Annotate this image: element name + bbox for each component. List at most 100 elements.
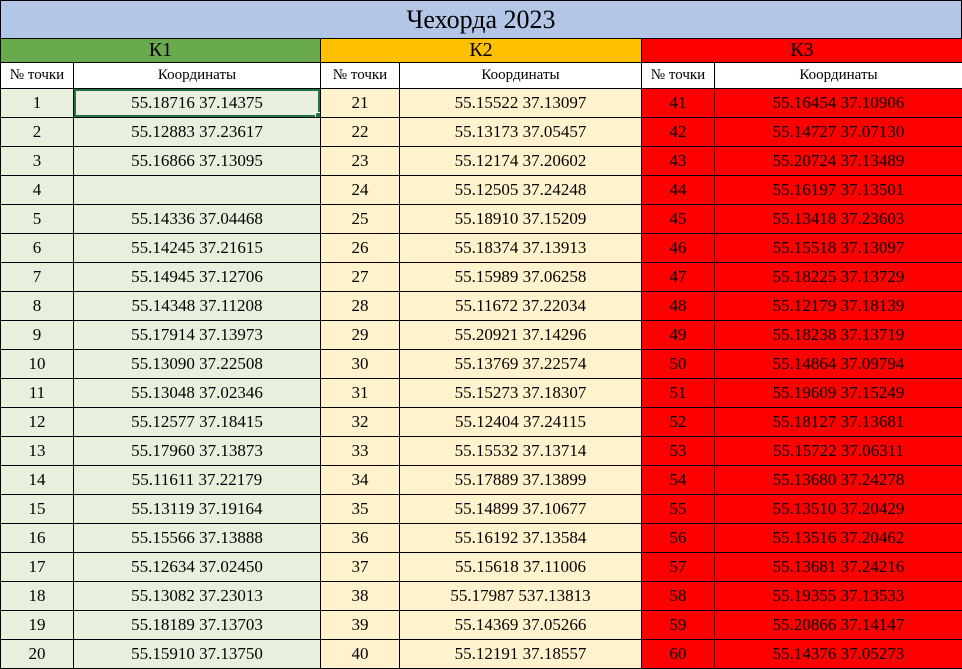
point-number-cell[interactable]: 10 [0,349,74,379]
coordinates-cell[interactable]: 55.13680 37.24278 [714,465,962,495]
coordinates-cell[interactable]: 55.12191 37.18557 [399,639,642,669]
point-number-cell[interactable]: 18 [0,581,74,611]
coordinates-cell[interactable]: 55.14899 37.10677 [399,494,642,524]
point-number-cell[interactable]: 45 [641,204,715,234]
point-number-cell[interactable]: 52 [641,407,715,437]
point-number-cell[interactable]: 51 [641,378,715,408]
point-number-cell[interactable]: 39 [320,610,400,640]
point-number-cell[interactable]: 20 [0,639,74,669]
coordinates-cell[interactable]: 55.18238 37.13719 [714,320,962,350]
group-header-k2[interactable]: К2 [320,38,642,63]
coordinates-cell[interactable] [73,175,321,205]
coordinates-cell[interactable]: 55.14369 37.05266 [399,610,642,640]
coordinates-cell[interactable]: 55.16866 37.13095 [73,146,321,176]
point-number-cell[interactable]: 30 [320,349,400,379]
coordinates-cell[interactable]: 55.13769 37.22574 [399,349,642,379]
point-number-cell[interactable]: 22 [320,117,400,147]
coordinates-cell[interactable]: 55.14336 37.04468 [73,204,321,234]
coordinates-cell[interactable]: 55.18189 37.13703 [73,610,321,640]
coordinates-cell[interactable]: 55.19355 37.13533 [714,581,962,611]
coordinates-cell[interactable]: 55.12577 37.18415 [73,407,321,437]
point-number-cell[interactable]: 37 [320,552,400,582]
point-number-cell[interactable]: 17 [0,552,74,582]
point-number-cell[interactable]: 47 [641,262,715,292]
coordinates-cell[interactable]: 55.12505 37.24248 [399,175,642,205]
point-number-cell[interactable]: 33 [320,436,400,466]
coordinates-cell[interactable]: 55.15273 37.18307 [399,378,642,408]
column-header-point-number[interactable]: № точки [320,62,400,89]
coordinates-cell[interactable]: 55.15518 37.13097 [714,233,962,263]
coordinates-cell[interactable]: 55.15722 37.06311 [714,436,962,466]
coordinates-cell[interactable]: 55.16197 37.13501 [714,175,962,205]
point-number-cell[interactable]: 12 [0,407,74,437]
point-number-cell[interactable]: 11 [0,378,74,408]
coordinates-cell[interactable]: 55.12174 37.20602 [399,146,642,176]
column-header-point-number[interactable]: № точки [0,62,74,89]
point-number-cell[interactable]: 49 [641,320,715,350]
coordinates-cell[interactable]: 55.13510 37.20429 [714,494,962,524]
point-number-cell[interactable]: 16 [0,523,74,553]
point-number-cell[interactable]: 40 [320,639,400,669]
coordinates-cell[interactable]: 55.17889 37.13899 [399,465,642,495]
column-header-point-number[interactable]: № точки [641,62,715,89]
coordinates-cell[interactable]: 55.20724 37.13489 [714,146,962,176]
point-number-cell[interactable]: 7 [0,262,74,292]
coordinates-cell[interactable]: 55.19609 37.15249 [714,378,962,408]
point-number-cell[interactable]: 5 [0,204,74,234]
coordinates-cell[interactable]: 55.15989 37.06258 [399,262,642,292]
point-number-cell[interactable]: 24 [320,175,400,205]
coordinates-cell[interactable]: 55.14348 37.11208 [73,291,321,321]
coordinates-cell[interactable]: 55.13082 37.23013 [73,581,321,611]
point-number-cell[interactable]: 31 [320,378,400,408]
coordinates-cell[interactable]: 55.16192 37.13584 [399,523,642,553]
point-number-cell[interactable]: 9 [0,320,74,350]
point-number-cell[interactable]: 14 [0,465,74,495]
coordinates-cell[interactable]: 55.15532 37.13714 [399,436,642,466]
coordinates-cell[interactable]: 55.12883 37.23617 [73,117,321,147]
point-number-cell[interactable]: 28 [320,291,400,321]
point-number-cell[interactable]: 42 [641,117,715,147]
coordinates-cell[interactable]: 55.13119 37.19164 [73,494,321,524]
point-number-cell[interactable]: 36 [320,523,400,553]
point-number-cell[interactable]: 43 [641,146,715,176]
coordinates-cell[interactable]: 55.13516 37.20462 [714,523,962,553]
point-number-cell[interactable]: 46 [641,233,715,263]
column-header-coordinates[interactable]: Координаты [73,62,321,89]
coordinates-cell[interactable]: 55.11611 37.22179 [73,465,321,495]
coordinates-cell[interactable]: 55.13681 37.24216 [714,552,962,582]
point-number-cell[interactable]: 8 [0,291,74,321]
coordinates-cell[interactable]: 55.17914 37.13973 [73,320,321,350]
point-number-cell[interactable]: 15 [0,494,74,524]
column-header-coordinates[interactable]: Координаты [399,62,642,89]
point-number-cell[interactable]: 6 [0,233,74,263]
point-number-cell[interactable]: 50 [641,349,715,379]
coordinates-cell[interactable]: 55.15910 37.13750 [73,639,321,669]
coordinates-cell[interactable]: 55.13090 37.22508 [73,349,321,379]
coordinates-cell[interactable]: 55.12634 37.02450 [73,552,321,582]
point-number-cell[interactable]: 25 [320,204,400,234]
point-number-cell[interactable]: 27 [320,262,400,292]
coordinates-cell[interactable]: 55.11672 37.22034 [399,291,642,321]
point-number-cell[interactable]: 44 [641,175,715,205]
point-number-cell[interactable]: 58 [641,581,715,611]
coordinates-cell[interactable]: 55.18374 37.13913 [399,233,642,263]
coordinates-cell[interactable]: 55.15618 37.11006 [399,552,642,582]
group-header-k3[interactable]: К3 [641,38,962,63]
point-number-cell[interactable]: 3 [0,146,74,176]
coordinates-cell[interactable]: 55.14727 37.07130 [714,117,962,147]
point-number-cell[interactable]: 34 [320,465,400,495]
point-number-cell[interactable]: 1 [0,88,74,118]
point-number-cell[interactable]: 48 [641,291,715,321]
coordinates-cell[interactable]: 55.14945 37.12706 [73,262,321,292]
coordinates-cell[interactable]: 55.15566 37.13888 [73,523,321,553]
coordinates-cell[interactable]: 55.16454 37.10906 [714,88,962,118]
coordinates-cell[interactable]: 55.17960 37.13873 [73,436,321,466]
coordinates-cell[interactable]: 55.18910 37.15209 [399,204,642,234]
coordinates-cell[interactable]: 55.13048 37.02346 [73,378,321,408]
coordinates-cell[interactable]: 55.18127 37.13681 [714,407,962,437]
point-number-cell[interactable]: 26 [320,233,400,263]
coordinates-cell[interactable]: 55.15522 37.13097 [399,88,642,118]
coordinates-cell[interactable]: 55.20866 37.14147 [714,610,962,640]
point-number-cell[interactable]: 32 [320,407,400,437]
point-number-cell[interactable]: 59 [641,610,715,640]
